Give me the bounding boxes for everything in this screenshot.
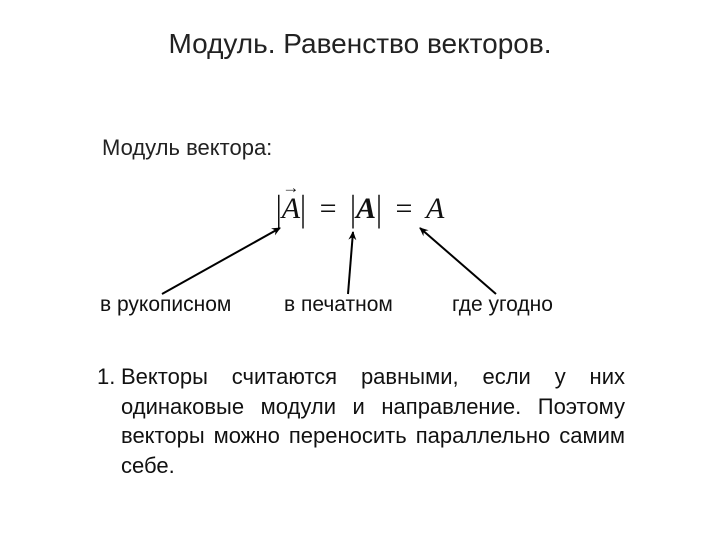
page-title: Модуль. Равенство векторов. xyxy=(0,0,720,60)
subtitle: Модуль вектора: xyxy=(102,135,272,161)
list-item-1: 1. Векторы считаются равными, если у них… xyxy=(97,362,625,481)
arrow-2 xyxy=(348,232,353,294)
abs-bar: | xyxy=(376,188,382,231)
formula-line: |→A| = |A| = A xyxy=(0,192,720,226)
annotation-label-1: в рукописном xyxy=(100,293,231,317)
abs-bar: | xyxy=(300,188,306,231)
annotation-label-2: в печатном xyxy=(284,293,393,317)
arrow-1 xyxy=(162,228,280,294)
scalar-a: A xyxy=(426,192,444,225)
equals-sign: = xyxy=(396,192,413,225)
vector-a-handwritten: →A xyxy=(282,192,300,226)
list-paragraph: Векторы считаются равными, если у них од… xyxy=(121,362,625,481)
abs-bar: | xyxy=(350,188,356,231)
list-marker: 1. xyxy=(97,362,121,392)
annotation-label-3: где угодно xyxy=(452,293,553,317)
arrow-3 xyxy=(420,228,496,294)
vector-a-print: A xyxy=(356,192,376,225)
vector-overarrow: → xyxy=(282,178,299,198)
equals-sign: = xyxy=(320,192,337,225)
